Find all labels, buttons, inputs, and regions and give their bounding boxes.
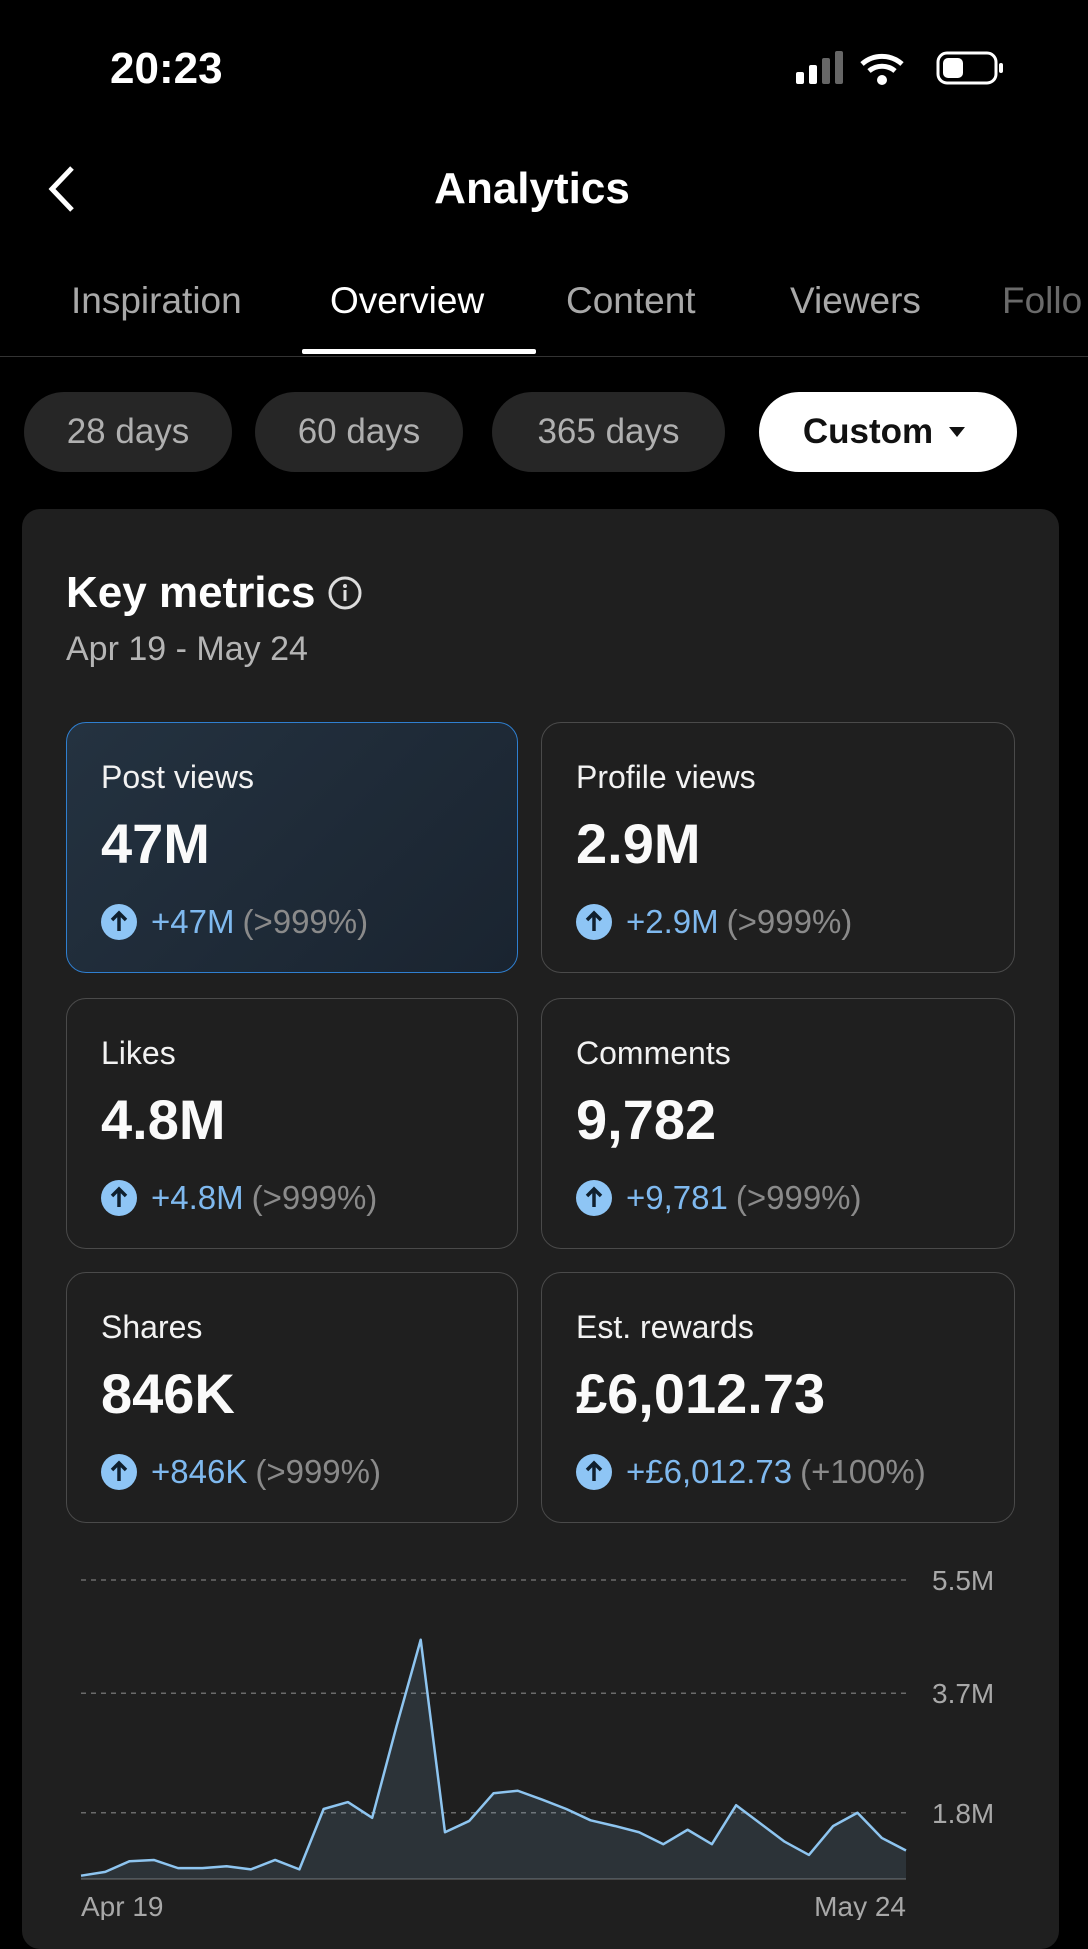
metric-label: Shares [101,1309,203,1345]
change-percent: (>999%) [251,1179,378,1216]
change-percent: (>999%) [255,1453,381,1490]
status-icons [796,51,1003,85]
tab[interactable]: Overview [330,280,485,321]
up-icon [576,904,612,940]
filter-chip[interactable]: Custom [759,392,1017,472]
up-icon [101,1180,137,1216]
filter-label: Custom [802,412,934,451]
date-range: Apr 19 - May 24 [66,630,308,668]
change-percent: (>999%) [735,1179,862,1216]
status-time: 20:23 [110,44,223,93]
metric-label: Profile views [576,759,756,795]
metric-label: Est. rewards [576,1309,754,1345]
tab[interactable]: Follo [1002,280,1083,321]
metric-change: +9,781 (>999%) [576,1179,862,1217]
up-icon [576,1180,612,1216]
info-icon[interactable] [315,573,367,613]
change-value: +9,781 [626,1179,728,1216]
dropdown-icon [949,427,966,437]
metric-box[interactable]: Profile views 2.9M +2.9M (>999%) [541,722,1015,973]
metric-value: 2.9M [576,812,701,875]
filter-chip[interactable]: 365 days [492,392,725,472]
metric-value: 9,782 [576,1088,717,1151]
tab[interactable]: Inspiration [71,280,242,321]
metric-box[interactable]: Likes 4.8M +4.8M (>999%) [66,998,518,1249]
metric-value: 846K [101,1362,235,1425]
metric-box[interactable]: Comments 9,782 +9,781 (>999%) [541,998,1015,1249]
metric-box[interactable]: Post views 47M +47M (>999%) [66,722,518,973]
change-value: +846K [151,1453,248,1490]
up-icon [101,904,137,940]
metric-value: 47M [101,812,210,875]
change-percent: (>999%) [242,903,369,940]
change-value: +47M [151,903,235,940]
tab-indicator [302,349,536,354]
filter-chip[interactable]: 60 days [255,392,463,472]
metric-change: +846K (>999%) [101,1453,381,1491]
change-value: +2.9M [626,903,719,940]
metric-label: Likes [101,1035,176,1071]
metric-change: +2.9M (>999%) [576,903,852,941]
change-value: +4.8M [151,1179,244,1216]
change-value: +£6,012.73 [626,1453,793,1490]
metric-value: 4.8M [101,1088,226,1151]
up-icon [101,1454,137,1490]
tab[interactable]: Viewers [790,280,921,321]
metric-label: Comments [576,1035,731,1071]
metric-box[interactable]: Est. rewards £6,012.73 +£6,012.73 (+100%) [541,1272,1015,1523]
back-button[interactable] [44,164,78,214]
header-title: Analytics [434,164,630,213]
title-text: Key metrics [66,568,316,617]
up-icon [576,1454,612,1490]
filter-chip[interactable]: 28 days [24,392,232,472]
metric-box[interactable]: Shares 846K +846K (>999%) [66,1272,518,1523]
metric-change: +47M (>999%) [101,903,368,941]
metric-value: £6,012.73 [576,1362,826,1425]
change-percent: (>999%) [726,903,853,940]
tab[interactable]: Content [566,280,696,321]
metric-label: Post views [101,759,254,795]
divider [0,356,1088,357]
metric-change: +4.8M (>999%) [101,1179,377,1217]
card-title: Key metrics [66,568,367,618]
change-percent: (+100%) [800,1453,926,1490]
metric-change: +£6,012.73 (+100%) [576,1453,926,1491]
